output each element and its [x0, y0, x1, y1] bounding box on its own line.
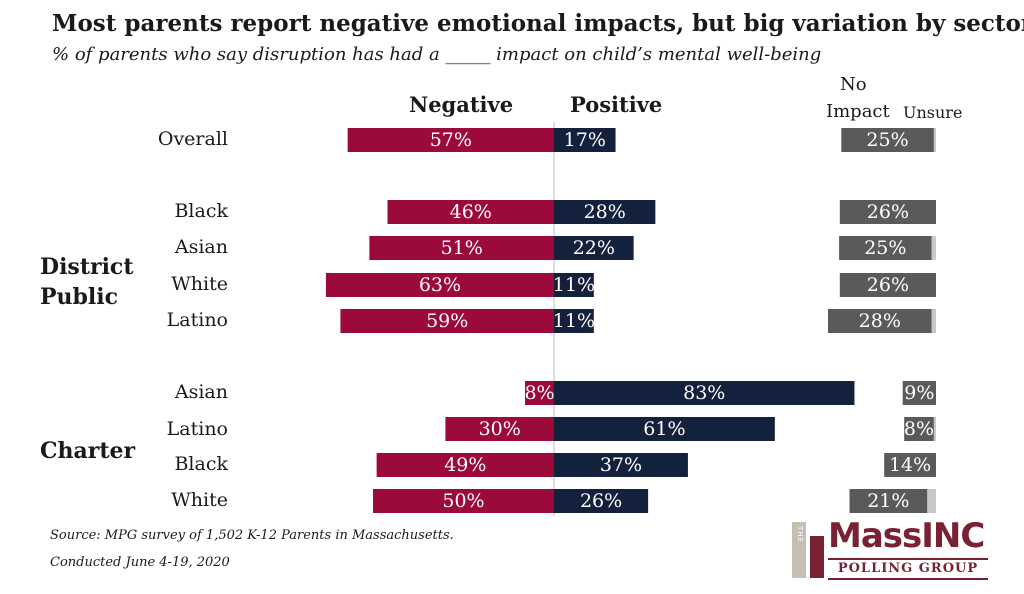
label-positive-charter-asian: 83% [683, 382, 725, 404]
label-negative-charter-asian: 8% [524, 382, 554, 404]
row-label-district-white: White [171, 273, 228, 295]
bar-negative-district-public-asian [369, 236, 554, 260]
label-negative-overall: 57% [430, 129, 472, 151]
bar-positive-district-public-white [554, 273, 594, 297]
bar-positive-district-public-latino [554, 309, 594, 333]
bar-negative-district-public-latino [340, 309, 554, 333]
logo-bars: THE [790, 522, 824, 578]
logo-subtitle: POLLING GROUP [828, 558, 988, 580]
bar-unsure-district-public-asian [931, 236, 936, 260]
label-positive-district-public-asian: 22% [573, 237, 615, 259]
label-positive-overall: 17% [564, 129, 606, 151]
group-label-district-public: District Public [40, 252, 134, 312]
label-negative-district-public-white: 63% [419, 274, 461, 296]
row-label-district-latino: Latino [166, 309, 228, 331]
bar-negative-charter-white [373, 489, 554, 513]
row-label-district-asian: Asian [174, 236, 228, 258]
row-label-overall: Overall [157, 128, 228, 150]
bar-no-impact-charter-white [849, 489, 928, 513]
header-no-impact-line2: Impact [826, 101, 890, 122]
row-label-charter-white: White [171, 489, 228, 511]
logo-wordmark: MassINC [828, 516, 985, 556]
label-positive-district-public-black: 28% [584, 201, 626, 223]
bar-unsure-charter-white [927, 489, 936, 513]
label-positive-district-public-latino: 11% [553, 310, 595, 332]
chart-title: Most parents report negative emotional i… [52, 10, 1024, 37]
label-negative-district-public-latino: 59% [426, 310, 468, 332]
bar-positive-charter-asian [554, 381, 855, 405]
label-no-impact-charter-white: 21% [867, 490, 909, 512]
bar-negative-charter-asian [525, 381, 554, 405]
bar-positive-district-public-black [554, 200, 656, 224]
bar-no-impact-district-public-black [839, 200, 936, 224]
source-date: Conducted June 4-19, 2020 [50, 555, 230, 570]
bar-unsure-overall [933, 128, 936, 152]
row-label-charter-black: Black [174, 453, 228, 475]
label-no-impact-charter-black: 14% [889, 454, 931, 476]
bar-no-impact-charter-asian [902, 381, 936, 405]
header-no-impact-line1: No [840, 74, 867, 95]
bar-negative-overall [347, 128, 554, 152]
bar-no-impact-overall [841, 128, 934, 152]
chart-subtitle: % of parents who say disruption has had … [52, 44, 822, 65]
label-positive-charter-latino: 61% [643, 418, 685, 440]
label-no-impact-overall: 25% [866, 129, 908, 151]
header-unsure: Unsure [903, 103, 963, 122]
label-negative-charter-black: 49% [444, 454, 486, 476]
row-label-district-black: Black [174, 200, 228, 222]
bar-positive-overall [554, 128, 616, 152]
bar-positive-charter-latino [554, 417, 775, 441]
label-positive-district-public-white: 11% [553, 274, 595, 296]
label-no-impact-district-public-white: 26% [867, 274, 909, 296]
bar-no-impact-district-public-white [839, 273, 936, 297]
bar-positive-district-public-asian [554, 236, 634, 260]
row-label-charter-asian: Asian [174, 381, 228, 403]
label-no-impact-district-public-asian: 25% [864, 237, 906, 259]
label-no-impact-district-public-latino: 28% [859, 310, 901, 332]
bar-unsure-district-public-latino [931, 309, 936, 333]
bar-negative-charter-black [376, 453, 554, 477]
bar-no-impact-district-public-asian [839, 236, 932, 260]
bar-no-impact-district-public-latino [828, 309, 932, 333]
row-label-charter-latino: Latino [166, 418, 228, 440]
bar-positive-charter-white [554, 489, 649, 513]
label-positive-charter-white: 26% [580, 490, 622, 512]
header-positive: Positive [570, 92, 663, 117]
label-negative-district-public-asian: 51% [441, 237, 483, 259]
label-no-impact-district-public-black: 26% [867, 201, 909, 223]
label-positive-charter-black: 37% [600, 454, 642, 476]
label-negative-charter-white: 50% [442, 490, 484, 512]
massinc-logo: THE MassINC POLLING GROUP [790, 516, 990, 582]
group-label-district-line1: District [40, 254, 134, 280]
bar-positive-charter-black [554, 453, 688, 477]
group-label-district-line2: Public [40, 284, 119, 310]
bar-unsure-charter-latino [933, 417, 936, 441]
label-no-impact-charter-asian: 9% [904, 382, 934, 404]
bar-negative-district-public-black [387, 200, 554, 224]
logo-bar-light [792, 522, 806, 578]
label-no-impact-charter-latino: 8% [904, 418, 934, 440]
logo-bar-dark [810, 536, 824, 578]
group-label-charter: Charter [40, 438, 136, 464]
source-note: Source: MPG survey of 1,502 K-12 Parents… [50, 528, 454, 543]
header-negative: Negative [409, 92, 514, 117]
label-negative-charter-latino: 30% [479, 418, 521, 440]
label-negative-district-public-black: 46% [450, 201, 492, 223]
bar-negative-district-public-white [325, 273, 554, 297]
logo-the-text: THE [796, 526, 804, 543]
bar-no-impact-charter-latino [904, 417, 934, 441]
bar-no-impact-charter-black [884, 453, 936, 477]
bar-negative-charter-latino [445, 417, 554, 441]
